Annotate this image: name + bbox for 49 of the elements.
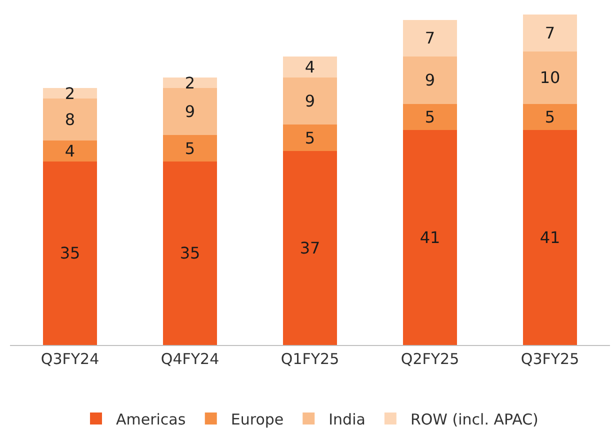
data-label: 2: [64, 84, 76, 103]
bar: [523, 130, 577, 345]
x-tick-label: Q3FY25: [520, 350, 580, 368]
data-label: 10: [540, 68, 560, 88]
bar: [523, 104, 577, 130]
data-label: 5: [544, 107, 556, 126]
x-tick-label: Q1FY25: [280, 350, 340, 368]
x-tick-label: Q2FY25: [400, 350, 460, 368]
bar: [403, 104, 457, 130]
data-label: 41: [420, 228, 440, 247]
bar: [43, 88, 97, 99]
data-label: 9: [304, 92, 316, 111]
data-label: 35: [60, 244, 80, 263]
bar: [43, 161, 97, 345]
x-tick-label: Q3FY24: [40, 350, 100, 368]
bar: [43, 140, 97, 162]
data-label: 41: [540, 228, 560, 247]
data-label: 9: [424, 70, 436, 90]
bar: [283, 124, 337, 151]
data-label: 5: [424, 107, 436, 126]
data-label: 5: [304, 128, 316, 148]
bar: [283, 78, 337, 125]
data-label: 4: [304, 58, 316, 77]
data-label: 7: [544, 23, 556, 42]
legend-label: ROW (incl. APAC): [410, 410, 538, 428]
legend-label: India: [328, 410, 366, 428]
legend-label: Americas: [116, 410, 186, 428]
bar: [163, 78, 217, 88]
data-label: 7: [424, 28, 436, 48]
bar: [163, 161, 217, 345]
legend-label: Europe: [230, 410, 284, 428]
bar: [283, 56, 337, 78]
bar: [523, 14, 577, 52]
bar: [283, 150, 337, 345]
data-label: 9: [184, 102, 196, 122]
bar: [403, 20, 457, 57]
data-label: 4: [64, 141, 76, 160]
data-label: 2: [184, 73, 196, 92]
bar: [163, 88, 217, 136]
data-label: 8: [64, 110, 76, 129]
x-tick-label: Q4FY24: [160, 350, 220, 368]
data-label: 37: [300, 238, 320, 258]
bar: [163, 135, 217, 162]
bar: [403, 56, 457, 104]
bar: [43, 98, 97, 140]
bar: [523, 51, 577, 104]
data-label: 35: [180, 244, 200, 263]
bar: [403, 130, 457, 345]
data-label: 5: [184, 138, 196, 158]
